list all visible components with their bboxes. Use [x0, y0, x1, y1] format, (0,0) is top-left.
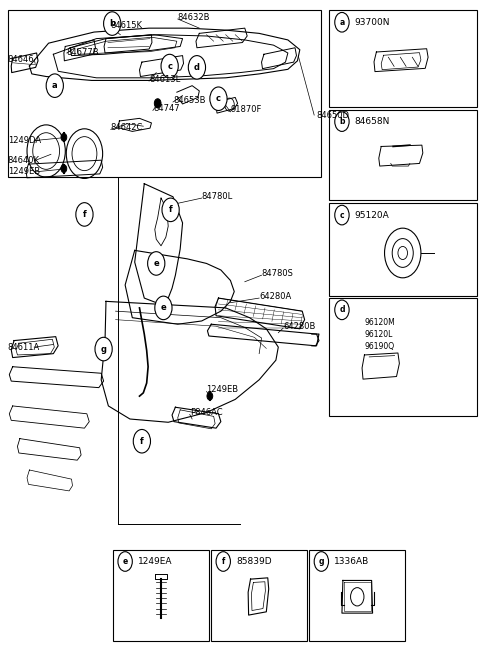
Text: 84642C: 84642C	[111, 123, 143, 132]
Text: 84677B: 84677B	[67, 48, 99, 58]
Circle shape	[216, 552, 230, 571]
Text: f: f	[83, 210, 86, 219]
Circle shape	[314, 552, 328, 571]
Text: 1249DA: 1249DA	[8, 136, 41, 145]
Text: 84653B: 84653B	[173, 96, 205, 105]
Circle shape	[155, 296, 172, 320]
Text: 84640K: 84640K	[8, 157, 40, 165]
Circle shape	[210, 87, 227, 111]
Text: 84747: 84747	[153, 104, 180, 113]
Text: c: c	[216, 94, 221, 103]
Circle shape	[148, 252, 165, 275]
Circle shape	[61, 165, 67, 173]
Text: a: a	[52, 81, 58, 90]
Bar	[113, 550, 209, 641]
Circle shape	[76, 202, 93, 226]
Text: 64280A: 64280A	[259, 291, 291, 301]
Text: 1249EB: 1249EB	[206, 385, 239, 394]
Text: 1249EB: 1249EB	[8, 168, 40, 176]
Text: 84613L: 84613L	[149, 75, 180, 84]
Circle shape	[155, 99, 161, 108]
Text: 84646: 84646	[8, 55, 35, 64]
Bar	[8, 10, 322, 177]
Text: 93700N: 93700N	[355, 18, 390, 27]
Text: e: e	[122, 557, 128, 566]
Text: g: g	[319, 557, 324, 566]
Text: 84780S: 84780S	[262, 269, 293, 278]
Circle shape	[188, 56, 205, 79]
Circle shape	[61, 134, 67, 141]
Text: b: b	[339, 117, 345, 126]
Bar	[328, 203, 477, 296]
Text: 84611A: 84611A	[8, 343, 40, 352]
Text: 91870F: 91870F	[230, 105, 262, 115]
Text: 1336AB: 1336AB	[334, 557, 370, 566]
Text: e: e	[154, 259, 159, 268]
Text: 84632B: 84632B	[178, 12, 210, 22]
Circle shape	[335, 300, 349, 320]
Text: c: c	[340, 210, 344, 219]
Circle shape	[133, 430, 151, 453]
Circle shape	[46, 74, 63, 98]
Circle shape	[335, 112, 349, 132]
Text: 84780L: 84780L	[202, 193, 233, 201]
Text: e: e	[160, 303, 166, 312]
Text: f: f	[169, 206, 172, 214]
Circle shape	[104, 12, 121, 35]
Circle shape	[162, 198, 179, 221]
Text: d: d	[194, 63, 200, 72]
Circle shape	[335, 205, 349, 225]
Text: d: d	[339, 305, 345, 314]
Text: a: a	[339, 18, 345, 27]
Text: 64280B: 64280B	[283, 322, 315, 331]
Text: g: g	[101, 345, 107, 354]
Circle shape	[207, 392, 213, 400]
Text: c: c	[167, 62, 172, 71]
Bar	[328, 10, 477, 107]
Text: 1249EA: 1249EA	[138, 557, 172, 566]
Text: P846AC: P846AC	[190, 408, 222, 417]
Text: 95120A: 95120A	[355, 210, 390, 219]
Text: 84658N: 84658N	[355, 117, 390, 126]
Circle shape	[161, 54, 178, 78]
Text: 96120L: 96120L	[364, 330, 393, 339]
Bar	[328, 110, 477, 200]
Text: 84615K: 84615K	[111, 21, 143, 30]
Circle shape	[118, 552, 132, 571]
Text: f: f	[222, 557, 225, 566]
Circle shape	[335, 12, 349, 32]
Bar	[211, 550, 307, 641]
Text: 96120M: 96120M	[364, 318, 395, 328]
Circle shape	[95, 337, 112, 361]
Text: 96190Q: 96190Q	[364, 342, 395, 351]
Bar	[328, 298, 477, 416]
Text: 84650D: 84650D	[317, 111, 349, 120]
Text: f: f	[140, 437, 144, 446]
Text: b: b	[109, 19, 115, 28]
Bar	[310, 550, 405, 641]
Text: 85839D: 85839D	[236, 557, 272, 566]
